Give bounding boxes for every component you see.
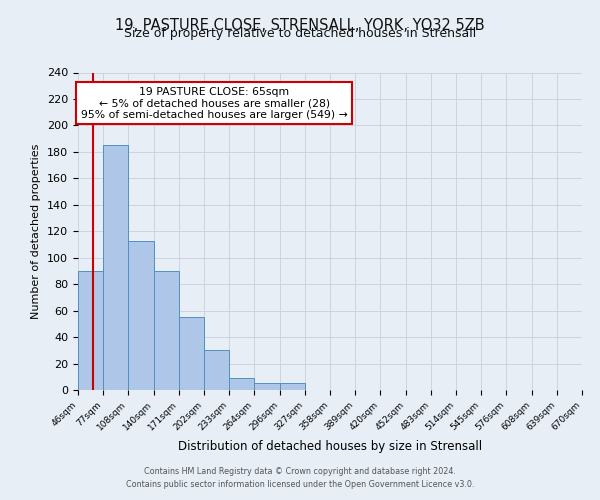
Bar — [179, 317, 204, 390]
Bar — [78, 271, 103, 390]
Bar — [154, 271, 179, 390]
Bar — [254, 384, 280, 390]
Bar — [229, 378, 254, 390]
Text: Size of property relative to detached houses in Strensall: Size of property relative to detached ho… — [124, 28, 476, 40]
Bar — [582, 388, 600, 390]
Bar — [280, 384, 305, 390]
Text: 19, PASTURE CLOSE, STRENSALL, YORK, YO32 5ZB: 19, PASTURE CLOSE, STRENSALL, YORK, YO32… — [115, 18, 485, 32]
X-axis label: Distribution of detached houses by size in Strensall: Distribution of detached houses by size … — [178, 440, 482, 453]
Bar — [204, 350, 229, 390]
Bar — [128, 240, 154, 390]
Y-axis label: Number of detached properties: Number of detached properties — [31, 144, 41, 319]
Bar — [103, 146, 128, 390]
Text: Contains HM Land Registry data © Crown copyright and database right 2024.
Contai: Contains HM Land Registry data © Crown c… — [126, 468, 474, 489]
Text: 19 PASTURE CLOSE: 65sqm
← 5% of detached houses are smaller (28)
95% of semi-det: 19 PASTURE CLOSE: 65sqm ← 5% of detached… — [81, 87, 347, 120]
